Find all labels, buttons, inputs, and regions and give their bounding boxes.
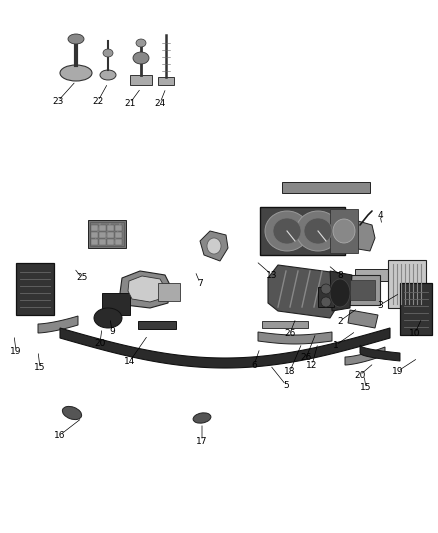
Ellipse shape: [207, 238, 221, 254]
Text: 9: 9: [109, 327, 115, 335]
Bar: [158, 283, 180, 301]
Ellipse shape: [68, 34, 84, 44]
Ellipse shape: [136, 39, 146, 47]
Bar: [91, 232, 98, 238]
Ellipse shape: [265, 211, 309, 251]
Bar: [130, 75, 152, 85]
Text: 10: 10: [409, 328, 421, 337]
Text: 14: 14: [124, 357, 136, 366]
Text: 19: 19: [10, 346, 22, 356]
Polygon shape: [348, 221, 375, 251]
Bar: [99, 232, 106, 238]
Bar: [330, 209, 358, 253]
Text: 20: 20: [94, 338, 106, 348]
Text: 13: 13: [266, 271, 278, 279]
Ellipse shape: [103, 49, 113, 57]
Polygon shape: [355, 269, 415, 281]
Ellipse shape: [321, 284, 331, 294]
Bar: [107, 239, 114, 245]
Ellipse shape: [304, 218, 332, 244]
Bar: [91, 225, 98, 231]
Ellipse shape: [133, 52, 149, 64]
Bar: [115, 239, 122, 245]
Text: 26: 26: [300, 353, 312, 362]
Polygon shape: [268, 265, 338, 318]
Polygon shape: [128, 276, 164, 302]
Polygon shape: [345, 347, 385, 365]
Text: 25: 25: [76, 273, 88, 282]
Text: 1: 1: [333, 341, 339, 350]
Bar: [400, 283, 432, 335]
Text: 20: 20: [354, 370, 366, 379]
Text: 6: 6: [251, 360, 257, 369]
Polygon shape: [360, 345, 400, 361]
Ellipse shape: [62, 406, 81, 419]
Bar: [115, 232, 122, 238]
Polygon shape: [120, 271, 170, 308]
Bar: [115, 225, 122, 231]
Polygon shape: [348, 310, 378, 328]
Polygon shape: [330, 271, 352, 311]
Bar: [158, 77, 174, 85]
Polygon shape: [262, 321, 308, 328]
Bar: [102, 293, 130, 315]
Bar: [345, 275, 380, 305]
Bar: [88, 220, 126, 248]
Text: 8: 8: [337, 271, 343, 279]
Text: 16: 16: [54, 431, 66, 440]
Polygon shape: [38, 316, 78, 333]
Bar: [16, 263, 54, 315]
Text: 4: 4: [377, 211, 383, 220]
Polygon shape: [60, 328, 390, 368]
Text: 12: 12: [306, 360, 318, 369]
Bar: [350, 280, 375, 300]
Ellipse shape: [273, 218, 301, 244]
Bar: [90, 222, 124, 246]
Polygon shape: [258, 332, 332, 344]
Ellipse shape: [100, 70, 116, 80]
Text: 21: 21: [124, 99, 136, 108]
Text: 5: 5: [283, 381, 289, 390]
Ellipse shape: [321, 297, 331, 307]
Bar: [138, 321, 176, 329]
Text: 2: 2: [337, 317, 343, 326]
Text: 24: 24: [154, 99, 166, 108]
Text: 22: 22: [92, 96, 104, 106]
Bar: [318, 287, 334, 307]
Ellipse shape: [333, 219, 355, 243]
Ellipse shape: [60, 65, 92, 81]
Bar: [388, 260, 426, 308]
Text: 18: 18: [284, 367, 296, 376]
Bar: [99, 239, 106, 245]
Text: 15: 15: [360, 384, 372, 392]
Polygon shape: [200, 231, 228, 261]
Ellipse shape: [330, 279, 350, 307]
Bar: [107, 225, 114, 231]
Text: 3: 3: [377, 301, 383, 310]
Ellipse shape: [193, 413, 211, 423]
Bar: [91, 239, 98, 245]
Bar: [107, 232, 114, 238]
Ellipse shape: [94, 308, 122, 328]
Bar: [99, 225, 106, 231]
Bar: [260, 207, 345, 255]
Text: 7: 7: [197, 279, 203, 287]
Text: 19: 19: [392, 367, 404, 376]
Text: 15: 15: [34, 364, 46, 373]
Polygon shape: [282, 182, 370, 193]
Text: 26: 26: [284, 328, 296, 337]
Text: 23: 23: [52, 96, 64, 106]
Text: 17: 17: [196, 437, 208, 446]
Ellipse shape: [296, 211, 340, 251]
